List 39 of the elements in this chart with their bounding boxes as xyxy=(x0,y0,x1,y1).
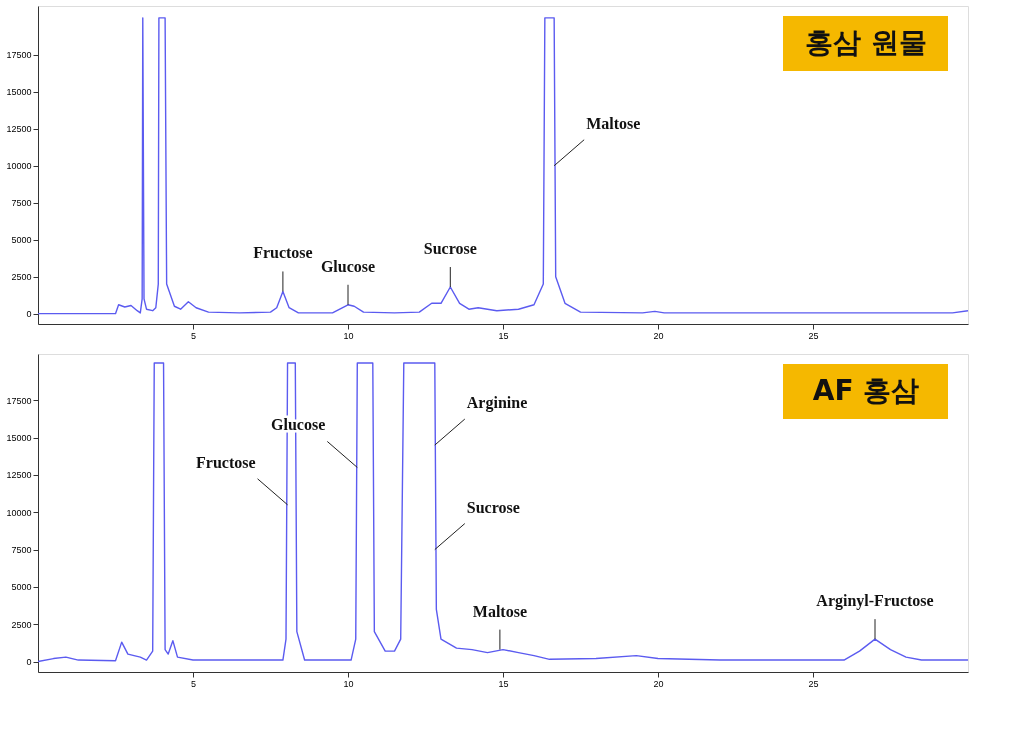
y-tick-label: 17500 xyxy=(6,50,32,61)
annotation: Maltose xyxy=(472,602,527,620)
x-tick-label: 5 xyxy=(190,678,197,689)
y-tick-label: 15000 xyxy=(6,87,32,98)
annotation: Arginyl-Fructose xyxy=(816,592,934,611)
y-tick-label: 7500 xyxy=(11,198,32,209)
x-tick-label: 15 xyxy=(498,330,509,341)
annotation: Glucose xyxy=(320,257,376,275)
x-tick-label: 25 xyxy=(808,678,819,689)
x-tick-label: 20 xyxy=(653,330,664,341)
y-tick-label: 10000 xyxy=(6,507,32,518)
text: 홍삼 원물 xyxy=(805,26,927,59)
x-tick-label: 20 xyxy=(653,678,664,689)
y-tick-label: 0 xyxy=(26,309,32,320)
x-tick-label: 10 xyxy=(343,330,354,341)
y-tick-label: 15000 xyxy=(6,433,32,444)
x-tick-label: 10 xyxy=(343,678,354,689)
annotation: Sucrose xyxy=(423,240,477,258)
y-tick-label: 5000 xyxy=(11,235,32,246)
y-tick-label: 5000 xyxy=(11,582,32,593)
x-tick-label: 5 xyxy=(190,330,197,341)
y-tick-label: 12500 xyxy=(6,124,32,135)
annotation: Arginine xyxy=(466,394,528,413)
y-tick-label: 7500 xyxy=(11,545,32,556)
annotation: Fructose xyxy=(253,244,313,262)
y-tick-label: 0 xyxy=(26,657,32,668)
y-tick-label: 17500 xyxy=(6,395,32,406)
annotation: Maltose xyxy=(586,114,641,132)
y-tick-label: 12500 xyxy=(6,470,32,481)
y-tick-label: 10000 xyxy=(6,161,32,172)
line-series xyxy=(38,362,968,663)
line-series xyxy=(38,17,968,315)
x-tick-label: 25 xyxy=(808,330,819,341)
y-tick-label: 2500 xyxy=(11,272,32,283)
annotation: Fructose xyxy=(196,453,256,471)
y-tick-label: 2500 xyxy=(11,619,32,630)
x-tick-label: 15 xyxy=(498,678,509,689)
text: AF 홍삼 xyxy=(812,374,920,407)
annotation: Sucrose xyxy=(466,498,520,516)
